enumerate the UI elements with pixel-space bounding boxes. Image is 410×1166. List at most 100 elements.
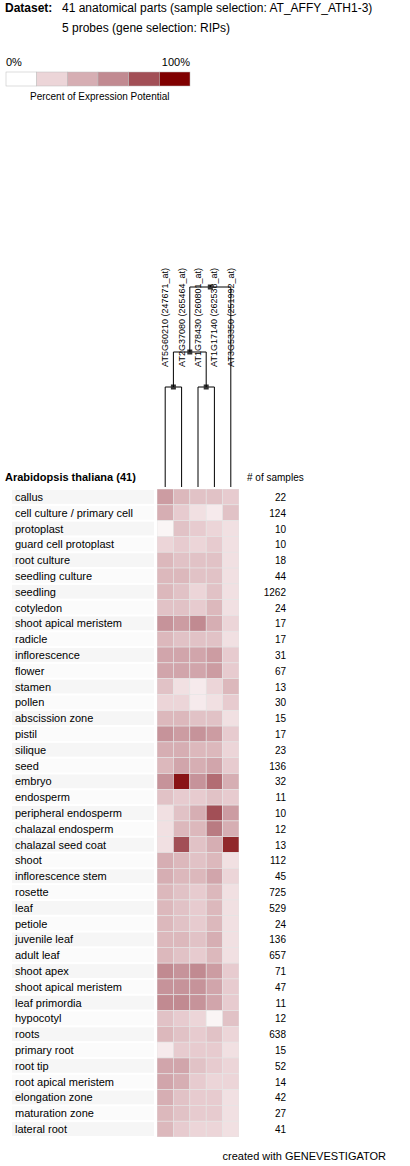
heatmap-cell [206,1105,222,1121]
row-label-bg [12,616,154,630]
sample-count: 52 [275,1061,287,1072]
heatmap-cell [157,1074,173,1090]
heatmap-cell [190,726,206,742]
row-label-bg [12,964,154,978]
heatmap-cell [190,1011,206,1027]
heatmap-cell [173,947,189,963]
heatmap-cell [206,726,222,742]
sample-count: 10 [275,539,287,550]
row-label-bg [12,933,154,947]
dendrogram-branch [173,352,174,387]
heatmap-cell [157,900,173,916]
heatmap-cell [223,726,239,742]
heatmap-cell [206,758,222,774]
sample-count: 17 [275,618,287,629]
heatmap-cell [157,805,173,821]
heatmap-cell [190,505,206,521]
heatmap-cell [206,773,222,789]
row-label-bg [12,648,154,662]
sample-count: 15 [275,1045,287,1056]
legend-tick-label: 0% [6,56,22,68]
heatmap-cell [223,916,239,932]
row-label: leaf [15,902,34,914]
heatmap-cell [206,963,222,979]
row-label-bg [12,901,154,915]
heatmap [157,489,239,1137]
heatmap-cell [190,489,206,505]
dendrogram-branch [230,287,231,487]
heatmap-cell [190,615,206,631]
heatmap-cell [206,900,222,916]
heatmap-cell [223,1105,239,1121]
heatmap-cell [206,1011,222,1027]
dendrogram-node [208,285,213,290]
sample-count: 27 [275,1108,287,1119]
heatmap-cell [206,615,222,631]
heatmap-cell [223,821,239,837]
row-label-bg [12,537,154,551]
heatmap-cell [157,679,173,695]
heatmap-cell [173,1090,189,1106]
heatmap-cell [157,726,173,742]
legend-swatch [67,72,98,86]
heatmap-cell [190,742,206,758]
heatmap-cell [157,963,173,979]
row-label-bg [12,664,154,678]
row-label: seedling culture [15,570,92,582]
heatmap-cell [157,1090,173,1106]
row-label-bg [12,490,154,504]
heatmap-cell [190,1042,206,1058]
heatmap-cell [223,789,239,805]
sample-count: 30 [275,697,287,708]
row-label-bg [12,601,154,615]
heatmap-cell [223,489,239,505]
heatmap-cell [206,821,222,837]
heatmap-cell [173,600,189,616]
heatmap-cell [206,1074,222,1090]
heatmap-cell [190,916,206,932]
heatmap-cell [223,615,239,631]
heatmap-cell [157,758,173,774]
row-label: shoot apex [15,965,69,977]
heatmap-cell [206,837,222,853]
heatmap-cell [206,805,222,821]
heatmap-cell [173,916,189,932]
sample-count: 17 [275,729,287,740]
row-label: adult leaf [15,949,61,961]
heatmap-cell [223,837,239,853]
row-label: pistil [15,728,37,740]
heatmap-cell [223,584,239,600]
row-label: inflorescence [15,649,80,661]
heatmap-cell [157,568,173,584]
row-label: juvenile leaf [14,933,74,945]
heatmap-cell [206,916,222,932]
heatmap-cell [223,947,239,963]
heatmap-cell [223,647,239,663]
row-label-bg [12,522,154,536]
sample-count: 112 [270,855,286,866]
row-label-bg [12,1122,154,1136]
heatmap-cell [190,710,206,726]
heatmap-cell [190,868,206,884]
row-group-label: Arabidopsis thaliana (41) [5,471,136,483]
legend-swatch [159,72,190,86]
title: 41 anatomical parts (sample selection: A… [62,1,372,15]
heatmap-cell [206,694,222,710]
row-label: peripheral endosperm [15,807,122,819]
heatmap-cell [190,647,206,663]
heatmap-cell [190,963,206,979]
sample-count: 11 [276,998,287,1009]
sample-count: 638 [269,1029,286,1040]
heatmap-cell [173,758,189,774]
dendrogram-branch [165,387,166,487]
heatmap-cell [206,884,222,900]
row-label-bg [12,1106,154,1120]
row-label-bg [12,980,154,994]
heatmap-cell [223,932,239,948]
heatmap-cell [206,647,222,663]
sample-count: 529 [269,903,286,914]
heatmap-cell [190,631,206,647]
sample-count: 41 [275,1124,287,1135]
column-label: AT1G17140 (262538_at) [209,268,219,367]
sample-count: 15 [275,713,287,724]
